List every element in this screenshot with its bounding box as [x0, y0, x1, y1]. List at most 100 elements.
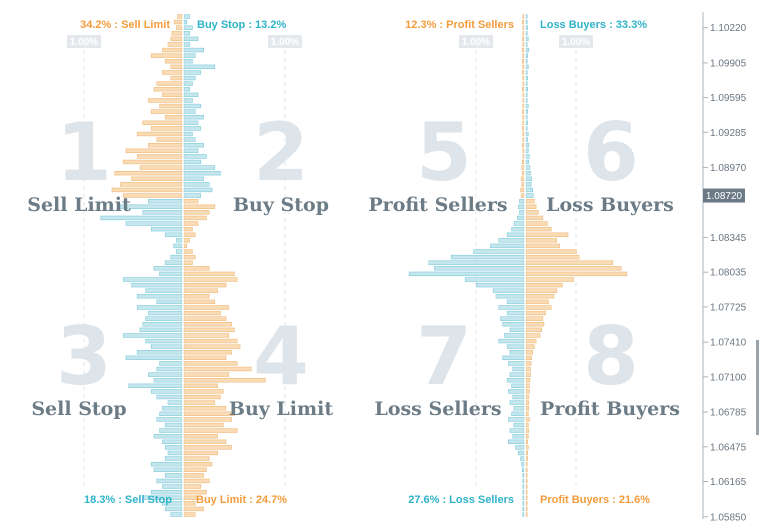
position-book-left-bar-44 [428, 260, 525, 265]
order-book-right-bar-33 [183, 198, 199, 204]
order-book-right-bar-7 [183, 53, 196, 58]
order-book-left-bar-57 [122, 333, 183, 338]
position-book-right-bar-82 [525, 473, 528, 478]
order-book-right-bar-20 [183, 126, 202, 131]
quadrant-name-loss-buyers: Loss Buyers [546, 194, 674, 216]
order-book-left-bar-72 [156, 417, 183, 422]
price-tick-label: 1.05850 [710, 512, 747, 521]
position-book-right-bar-32 [525, 193, 534, 198]
order-book-left-bar-44 [164, 260, 183, 265]
position-book-right-bar-80 [525, 461, 528, 467]
position-book-left-bar-86 [522, 495, 525, 500]
quadrant-number-5: 5 [416, 106, 472, 199]
quadrant-number-6: 6 [583, 106, 639, 199]
price-tick-label: 1.06475 [710, 442, 747, 453]
position-book-right-bar-33 [525, 198, 535, 204]
position-book-left-bar-65 [506, 378, 525, 383]
position-book-left-bar-69 [509, 400, 525, 405]
order-book-left-bar-29 [131, 176, 183, 181]
order-book-left-bar-53 [148, 310, 183, 316]
order-book-left-bar-76 [162, 439, 183, 444]
order-book-right-bar-14 [183, 92, 199, 98]
position-book-left-bar-4 [522, 36, 525, 42]
order-book-right-bar-4 [183, 36, 199, 42]
position-book-right-bar-28 [525, 170, 531, 176]
position-book-left-bar-46 [408, 271, 525, 277]
order-book-right-bar-29 [183, 176, 204, 181]
position-book-right-bar-22 [525, 137, 528, 142]
order-book-left-bar-70 [162, 405, 183, 411]
position-book-left-bar-40 [498, 238, 525, 243]
position-book-left-bar-71 [511, 411, 525, 416]
position-book-right-bar-44 [525, 260, 614, 265]
scrollbar-thumb[interactable] [756, 340, 759, 435]
order-book-right-bar-44 [183, 260, 193, 265]
order-book-right-bar-50 [183, 294, 210, 299]
price-tick-label: 1.07100 [710, 372, 747, 383]
position-book-left-bar-79 [520, 456, 525, 461]
position-book-left-bar-54 [500, 316, 525, 321]
position-book-right-bar-42 [525, 249, 577, 254]
scale-badge-left-2 [459, 35, 493, 48]
order-book-left-bar-5 [167, 42, 183, 47]
order-book-left-bar-23 [148, 142, 183, 148]
order-book-left-bar-86 [142, 495, 183, 500]
order-book-right-bar-60 [183, 350, 232, 355]
order-book-right-bar-37 [183, 221, 199, 226]
sell-limit-share-label: 34.2% : Sell Limit [80, 19, 170, 31]
position-book-left-bar-42 [473, 249, 525, 254]
position-book-right-bar-50 [525, 294, 555, 299]
order-book-right-bar-27 [183, 165, 216, 170]
order-book-left-bar-67 [150, 389, 183, 394]
order-book-right-bar-2 [183, 25, 193, 30]
order-book-left-bar-8 [164, 59, 183, 64]
order-book-left-bar-12 [156, 81, 183, 86]
bars-layer [83, 12, 628, 519]
position-book-left-bar-75 [512, 433, 525, 439]
price-tick-label: 1.06785 [710, 408, 747, 419]
order-book-right-bar-6 [183, 47, 204, 53]
order-book-right-bar-8 [183, 59, 193, 64]
order-book-left-bar-1 [173, 19, 183, 25]
order-book-left-bar-3 [171, 31, 183, 36]
quadrant-name-profit-sellers: Profit Sellers [368, 194, 507, 216]
position-book-left-bar-84 [522, 484, 525, 489]
position-book-right-bar-21 [525, 131, 529, 137]
position-book-right-bar-89 [525, 512, 528, 517]
position-book-right-bar-26 [525, 159, 530, 165]
quadrant-number-3: 3 [56, 310, 112, 403]
position-book-left-bar-81 [522, 467, 525, 472]
order-book-right-bar-32 [183, 193, 202, 198]
position-book-right-bar-62 [525, 361, 532, 366]
position-book-right-bar-87 [525, 501, 528, 506]
order-book-right-bar-24 [183, 148, 199, 153]
order-book-left-bar-33 [148, 198, 183, 204]
position-book-right-bar-5 [525, 42, 528, 47]
position-book-right-bar-0 [525, 14, 528, 19]
order-book-right-bar-52 [183, 305, 230, 310]
position-book-right-bar-29 [525, 176, 532, 181]
order-book-right-bar-12 [183, 81, 193, 86]
price-tick-label: 1.09595 [710, 93, 747, 104]
quadrant-number-4: 4 [253, 310, 309, 403]
position-book-right-bar-4 [525, 36, 529, 42]
position-book-right-bar-61 [525, 355, 532, 361]
order-book-right-bar-63 [183, 366, 252, 372]
quadrant-name-sell-stop: Sell Stop [31, 398, 126, 420]
order-book-left-bar-34 [120, 204, 183, 209]
order-book-right-bar-34 [183, 204, 216, 209]
position-book-left-bar-74 [509, 428, 525, 433]
position-book-left-bar-9 [522, 64, 525, 70]
order-book-left-bar-74 [159, 428, 183, 433]
order-book-right-bar-53 [183, 310, 221, 316]
position-book-right-bar-34 [525, 204, 537, 209]
order-book-left-bar-10 [162, 70, 183, 75]
position-book-right-bar-73 [525, 422, 529, 428]
position-book-right-bar-35 [525, 210, 539, 215]
order-book-left-bar-83 [156, 478, 183, 484]
position-book-right-bar-81 [525, 467, 528, 472]
position-book-right-bar-76 [525, 439, 528, 444]
position-book-right-bar-88 [525, 506, 528, 512]
position-book-right-bar-74 [525, 428, 530, 433]
scale-badge-left-2-label: 1.00% [462, 37, 490, 48]
